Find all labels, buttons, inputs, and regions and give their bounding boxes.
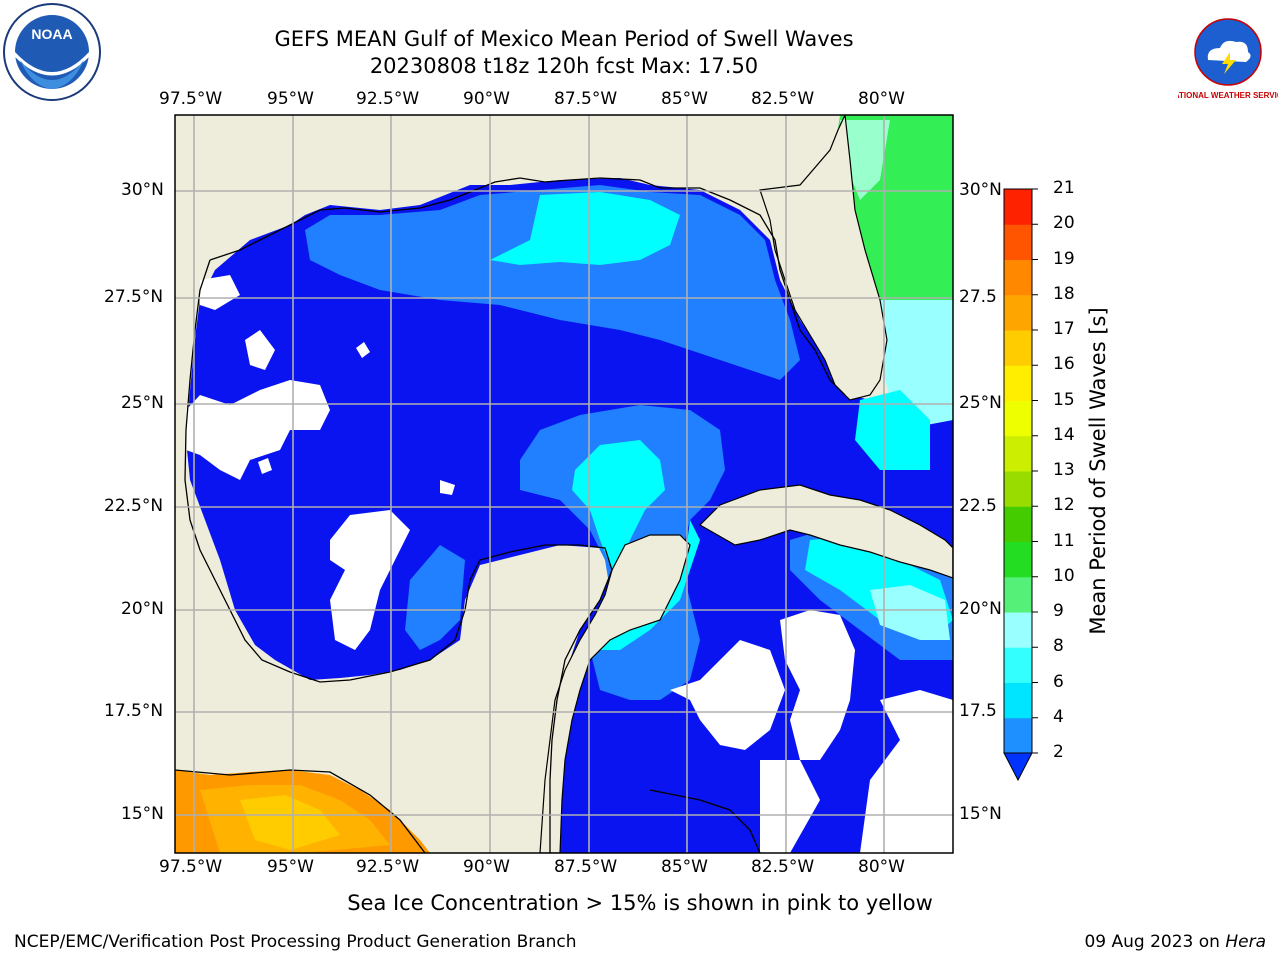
lon-tick-bottom: 92.5°W <box>356 857 420 877</box>
svg-text:NOAA: NOAA <box>31 26 72 42</box>
colorbar-tick-label: 2 <box>1053 742 1064 762</box>
colorbar-label: Mean Period of Swell Waves [s] <box>1086 307 1110 635</box>
lon-tick-bottom: 80°W <box>858 857 905 877</box>
mexico-coastline <box>184 259 613 853</box>
map-grid <box>175 115 953 853</box>
lon-tick-bottom: 97.5°W <box>159 857 223 877</box>
footer-producer: NCEP/EMC/Verification Post Processing Pr… <box>14 932 577 952</box>
footer-date: 09 Aug 2023 on Hera <box>1084 932 1266 952</box>
lat-tick-right: 30°N <box>959 180 1002 200</box>
lat-tick-left: 25°N <box>121 393 164 413</box>
colorbar-tick-label: 8 <box>1053 636 1064 657</box>
chart-title: GEFS MEAN Gulf of Mexico Mean Period of … <box>274 27 854 51</box>
colorbar-segment <box>1004 365 1032 401</box>
lat-tick-left: 17.5°N <box>104 701 164 721</box>
colorbar-segment <box>1004 224 1032 260</box>
swell-band-4s <box>305 185 800 380</box>
yucatan-peninsula <box>539 534 691 853</box>
footer-date-text: 09 Aug 2023 on <box>1084 932 1226 952</box>
nws-logo: NATIONAL WEATHER SERVICE <box>1168 2 1280 102</box>
lon-tick-bottom: 90°W <box>463 857 510 877</box>
colorbar-tick-label: 15 <box>1053 389 1075 410</box>
map-area <box>175 115 953 853</box>
cuba-island <box>699 484 953 579</box>
lon-tick-top: 90°W <box>463 89 510 109</box>
colorbar-segment <box>1004 259 1032 296</box>
noaa-logo: NOAA <box>2 2 102 102</box>
footer-host: Hera <box>1225 932 1266 952</box>
lat-tick-right: 17.5 <box>959 701 997 721</box>
lat-tick-right: 22.5 <box>959 496 997 516</box>
lat-tick-right: 25°N <box>959 393 1002 413</box>
colorbar-tick-label: 9 <box>1053 601 1064 621</box>
colorbar-segment <box>1004 576 1032 613</box>
florida-peninsula <box>759 115 888 401</box>
colorbar-tick-label: 21 <box>1053 178 1075 198</box>
lat-tick-left: 22.5°N <box>104 496 164 516</box>
colorbar-tick-label: 12 <box>1053 495 1075 516</box>
colorbar-tick-label: 14 <box>1053 424 1075 445</box>
colorbar-tick-label: 16 <box>1053 354 1075 375</box>
colorbar-tick-label: 19 <box>1053 248 1075 269</box>
lat-tick-left: 27.5°N <box>104 287 164 307</box>
colorbar-segment <box>1004 541 1032 578</box>
colorbar-tick-label: 20 <box>1053 213 1075 234</box>
lat-tick-right: 20°N <box>959 599 1002 619</box>
colorbar-tick-label: 17 <box>1053 319 1075 339</box>
lon-tick-bottom: 85°W <box>661 857 708 877</box>
colorbar-tick-label: 13 <box>1053 460 1075 480</box>
colorbar-segment <box>1004 682 1032 719</box>
colorbar-segment <box>1004 189 1032 225</box>
lat-tick-right: 15°N <box>959 804 1002 824</box>
lat-tick-left: 15°N <box>121 804 164 824</box>
colorbar-tick-label: 18 <box>1053 283 1075 304</box>
colorbar <box>1003 188 1038 782</box>
colorbar-segment <box>1004 612 1032 648</box>
colorbar-segment <box>1004 717 1032 754</box>
map-frame <box>174 114 954 854</box>
colorbar-tick-label: 10 <box>1053 565 1075 586</box>
lon-tick-top: 82.5°W <box>751 89 815 109</box>
colorbar-extend-arrow <box>1003 752 1033 782</box>
sea-ice-note: Sea Ice Concentration > 15% is shown in … <box>347 891 933 915</box>
lon-tick-top: 85°W <box>661 89 708 109</box>
colorbar-segment <box>1004 400 1032 437</box>
colorbar-tick-label: 6 <box>1053 671 1064 692</box>
svg-text:NATIONAL WEATHER SERVICE: NATIONAL WEATHER SERVICE <box>1178 91 1278 100</box>
colorbar-segment <box>1004 330 1032 366</box>
lon-tick-bottom: 87.5°W <box>554 857 618 877</box>
colorbar-segment <box>1004 471 1032 507</box>
lat-tick-right: 27.5 <box>959 287 997 307</box>
colorbar-segment <box>1004 506 1032 542</box>
colorbar-tick-label: 4 <box>1053 706 1064 727</box>
lon-tick-top: 80°W <box>858 89 905 109</box>
swell-band-6s <box>490 192 680 265</box>
lon-tick-top: 95°W <box>267 89 314 109</box>
lat-tick-left: 30°N <box>121 180 164 200</box>
lon-tick-top: 97.5°W <box>159 89 223 109</box>
lon-tick-bottom: 82.5°W <box>751 857 815 877</box>
colorbar-tick-label: 11 <box>1053 530 1075 551</box>
colorbar-segment <box>1004 435 1032 472</box>
colorbar-segment <box>1004 647 1032 683</box>
lon-tick-top: 87.5°W <box>554 89 618 109</box>
lon-tick-top: 92.5°W <box>356 89 420 109</box>
chart-subtitle: 20230808 t18z 120h fcst Max: 17.50 <box>369 54 759 78</box>
lat-tick-left: 20°N <box>121 599 164 619</box>
lon-tick-bottom: 95°W <box>267 857 314 877</box>
colorbar-segment <box>1004 294 1032 331</box>
